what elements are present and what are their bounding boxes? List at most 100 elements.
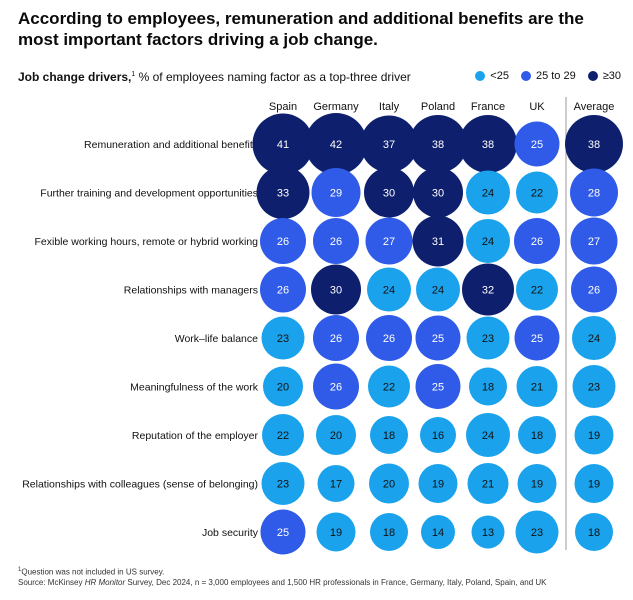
legend-swatch-low xyxy=(475,71,486,81)
legend-label-high: ≥30 xyxy=(602,70,621,82)
bubble xyxy=(415,315,461,361)
bubble-value: 25 xyxy=(531,139,543,151)
legend-label-mid: 25 to 29 xyxy=(535,70,576,82)
bubble-value: 22 xyxy=(531,285,543,297)
bubble-value: 24 xyxy=(482,430,494,442)
bubble-value: 33 xyxy=(277,188,289,200)
average-value: 23 xyxy=(588,382,600,394)
bubble-value: 41 xyxy=(277,139,289,151)
bubble xyxy=(518,416,556,454)
average-value: 27 xyxy=(588,236,600,248)
legend-label-low: <25 xyxy=(490,70,509,82)
row-label: Fexible working hours, remote or hybrid … xyxy=(34,236,258,248)
bubble xyxy=(263,366,303,407)
bubble xyxy=(420,417,456,453)
average-value: 24 xyxy=(588,333,600,345)
bubble-value: 37 xyxy=(383,139,395,151)
bubble xyxy=(365,217,413,265)
bubble-value: 23 xyxy=(482,333,494,345)
average-bubble xyxy=(572,316,616,360)
column-header: Italy xyxy=(379,101,400,113)
bubble-value: 14 xyxy=(432,527,444,539)
bubble-value: 21 xyxy=(482,479,494,491)
bubble xyxy=(514,121,560,167)
bubble-value: 19 xyxy=(531,479,543,491)
bubble xyxy=(514,315,560,361)
legend-swatch-high xyxy=(587,71,598,81)
bubble-value: 25 xyxy=(432,333,444,345)
bubble xyxy=(421,515,455,549)
bubble xyxy=(262,414,304,456)
bubble-value: 25 xyxy=(531,333,543,345)
row-label: Reputation of the employer xyxy=(132,430,259,442)
average-value: 38 xyxy=(588,139,600,151)
average-value: 18 xyxy=(588,527,600,539)
average-value: 19 xyxy=(588,430,600,442)
bubble xyxy=(316,512,356,552)
footnote-note-text: Question was not included in US survey. xyxy=(21,567,165,577)
legend-item-high: ≥30 xyxy=(587,70,621,82)
bubble xyxy=(418,464,458,503)
average-bubble xyxy=(571,266,617,313)
average-bubble xyxy=(574,464,614,503)
bubble xyxy=(366,315,412,361)
bubble xyxy=(370,416,408,454)
bubble-value: 26 xyxy=(330,382,342,394)
bubble xyxy=(252,113,314,175)
bubble-value: 38 xyxy=(482,139,494,151)
bubble-value: 26 xyxy=(277,236,289,248)
bubble-value: 18 xyxy=(383,527,395,539)
bubble xyxy=(360,115,418,173)
bubble xyxy=(260,218,306,264)
source-italic: HR Monitor xyxy=(84,577,126,587)
bubble xyxy=(413,167,463,218)
bubble-value: 42 xyxy=(330,139,342,151)
footnote-mark: 1 xyxy=(18,567,22,573)
bubble-value: 31 xyxy=(432,236,444,248)
source-prefix: Source: McKinsey xyxy=(18,577,85,587)
bubble xyxy=(415,364,461,409)
footnote: 1Question was not included in US survey.… xyxy=(18,565,547,588)
bubble-value: 18 xyxy=(531,430,543,442)
average-value: 19 xyxy=(588,479,600,491)
average-bubble xyxy=(572,365,616,408)
bubble-value: 13 xyxy=(482,527,494,539)
bubble xyxy=(370,513,408,551)
bubble xyxy=(412,215,464,267)
bubble xyxy=(471,515,505,549)
bubble-value: 16 xyxy=(432,430,444,442)
bubble-value: 26 xyxy=(277,285,289,297)
bubble-value: 17 xyxy=(330,479,342,491)
bubble xyxy=(515,510,559,554)
average-bubble xyxy=(570,168,618,217)
bubble-value: 18 xyxy=(482,382,494,394)
bubble-value: 22 xyxy=(383,382,395,394)
bubble-value: 25 xyxy=(432,382,444,394)
bubble xyxy=(305,113,367,175)
chart-subtitle: Job change drivers,1 % of employees nami… xyxy=(18,70,411,84)
bubble xyxy=(368,365,410,408)
bubble xyxy=(311,168,361,217)
column-header: Spain xyxy=(269,101,297,113)
bubble xyxy=(466,170,510,215)
legend-swatch-mid xyxy=(520,71,531,81)
row-label: Work–life balance xyxy=(175,333,258,345)
bubble xyxy=(416,267,460,312)
bubble xyxy=(466,413,510,457)
bubble xyxy=(462,263,514,316)
row-label: Relationships with colleagues (sense of … xyxy=(22,479,258,491)
column-header: Germany xyxy=(313,101,359,113)
bubble xyxy=(467,463,509,504)
bubble-value: 26 xyxy=(383,333,395,345)
subtitle-rest: % of employees naming factor as a top-th… xyxy=(135,70,411,84)
bubble xyxy=(311,264,361,315)
average-bubble xyxy=(565,115,623,173)
bubble xyxy=(516,171,558,214)
source-suffix: Survey, Dec 2024, n = 3,000 employees an… xyxy=(125,577,547,587)
bubble-value: 23 xyxy=(277,333,289,345)
bubble-value: 19 xyxy=(432,479,444,491)
bubble-value: 29 xyxy=(330,188,342,200)
bubble xyxy=(466,316,510,360)
bubble-value: 19 xyxy=(330,527,342,539)
bubble-value: 23 xyxy=(277,479,289,491)
